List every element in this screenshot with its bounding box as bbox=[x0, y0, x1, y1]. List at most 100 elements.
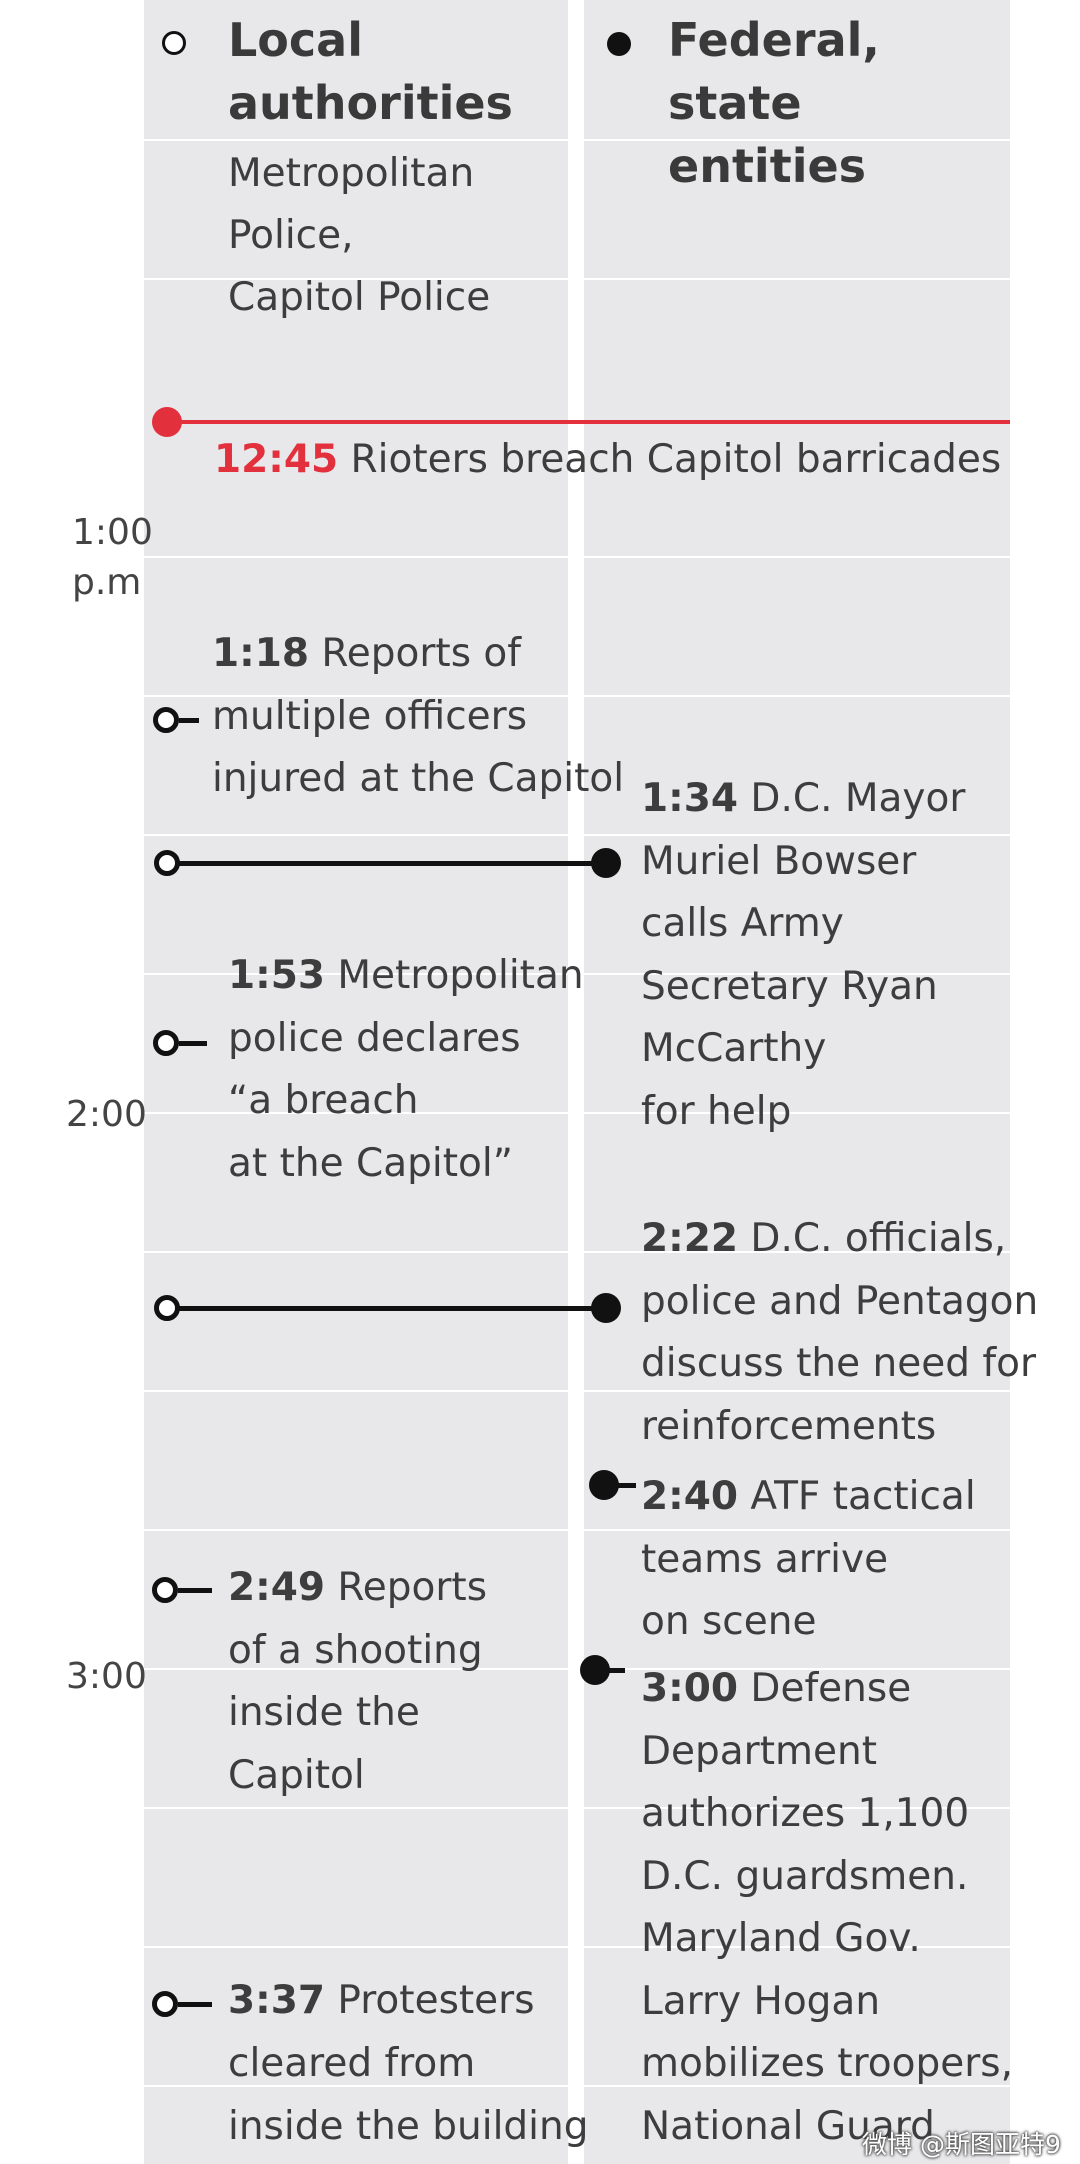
gridline bbox=[584, 2085, 1010, 2087]
connector-line-134 bbox=[178, 861, 608, 866]
gridline bbox=[584, 139, 1010, 141]
gridline bbox=[144, 1946, 568, 1948]
event-240-line3: on scene bbox=[641, 1599, 817, 1644]
event-337-line1: 3:37 Protesters bbox=[228, 1970, 535, 2032]
event-134-time: 1:34 bbox=[641, 776, 739, 821]
event-240-line1: 2:40 ATF tactical bbox=[641, 1466, 976, 1528]
open-circle-icon bbox=[153, 707, 179, 733]
gridline bbox=[144, 834, 568, 836]
event-249-line1: 2:49 Reports bbox=[228, 1557, 487, 1619]
event-1245-text: Rioters breach Capitol barricades bbox=[338, 437, 1002, 482]
open-circle-icon bbox=[154, 1295, 180, 1321]
event-337-text1: Protesters bbox=[325, 1978, 535, 2023]
gridline bbox=[144, 973, 568, 975]
event-222-line2: police and Pentagon bbox=[641, 1279, 1039, 1324]
gridline bbox=[584, 278, 1010, 280]
event-118-time: 1:18 bbox=[212, 631, 310, 676]
event-1245: 12:45 Rioters breach Capitol barricades bbox=[214, 429, 1001, 491]
gridline bbox=[584, 1807, 1010, 1809]
event-134-line5: McCarthy bbox=[641, 1026, 827, 1071]
event-300-line3: authorizes 1,100 bbox=[641, 1791, 970, 1836]
event-134-line3: calls Army bbox=[641, 901, 844, 946]
event-337-line3: inside the building bbox=[228, 2104, 589, 2149]
event-153-line4: at the Capitol” bbox=[228, 1141, 513, 1186]
federal-header-line2: state bbox=[668, 76, 802, 130]
tick-line bbox=[178, 1588, 212, 1593]
event-134-line2: Muriel Bowser bbox=[641, 839, 917, 884]
event-222-line3: discuss the need for bbox=[641, 1341, 1036, 1386]
event-134-text1: D.C. Mayor bbox=[738, 776, 966, 821]
gridline bbox=[144, 2085, 568, 2087]
event-300-line6: Larry Hogan bbox=[641, 1979, 881, 2024]
event-249-time: 2:49 bbox=[228, 1565, 326, 1610]
axis-label-2pm: 2:00 bbox=[66, 1094, 147, 1135]
local-header-line2: authorities bbox=[228, 76, 513, 130]
event-118-text1: Reports of bbox=[309, 631, 522, 676]
gridline bbox=[584, 1946, 1010, 1948]
tick-line bbox=[614, 1483, 636, 1488]
filled-circle-legend-icon bbox=[607, 32, 631, 56]
local-column bbox=[144, 0, 568, 2164]
event-300-line1: 3:00 Defense bbox=[641, 1658, 911, 1720]
event-300-line2: Department bbox=[641, 1729, 877, 1774]
event-118-line2: multiple officers bbox=[212, 694, 528, 739]
gridline bbox=[144, 1668, 568, 1670]
gridline bbox=[144, 1529, 568, 1531]
tick-line bbox=[179, 1041, 207, 1046]
local-subheader-line1: Metropolitan bbox=[228, 151, 475, 196]
event-153-time: 1:53 bbox=[228, 953, 326, 998]
gridline bbox=[144, 139, 568, 141]
open-circle-icon bbox=[153, 1030, 179, 1056]
event-153-line1: 1:53 Metropolitan bbox=[228, 945, 584, 1007]
local-subheader-line3: Capitol Police bbox=[228, 275, 491, 320]
event-118-line1: 1:18 Reports of bbox=[212, 623, 521, 685]
event-249-text1: Reports bbox=[325, 1565, 488, 1610]
gridline bbox=[584, 1668, 1010, 1670]
event-240-text1: ATF tactical bbox=[738, 1474, 976, 1519]
filled-circle-icon bbox=[591, 848, 621, 878]
event-1245-time: 12:45 bbox=[214, 437, 339, 482]
event-222-line1: 2:22 D.C. officials, bbox=[641, 1208, 1006, 1270]
event-153-text1: Metropolitan bbox=[325, 953, 584, 998]
local-header-line1: Local bbox=[228, 13, 363, 67]
gridline bbox=[584, 1529, 1010, 1531]
event-134-line6: for help bbox=[641, 1089, 792, 1134]
event-300-line4: D.C. guardsmen. bbox=[641, 1854, 969, 1899]
open-circle-icon bbox=[152, 1577, 178, 1603]
event-118-line3: injured at the Capitol bbox=[212, 756, 625, 801]
gridline bbox=[144, 556, 568, 558]
event-153-line2: police declares bbox=[228, 1016, 521, 1061]
event-300-time: 3:00 bbox=[641, 1666, 739, 1711]
event-134-line4: Secretary Ryan bbox=[641, 964, 938, 1009]
local-subheader-line2: Police, bbox=[228, 213, 354, 258]
filled-circle-icon bbox=[591, 1293, 621, 1323]
event-153-line3: “a breach bbox=[228, 1078, 419, 1123]
connector-line-222 bbox=[178, 1306, 608, 1311]
event-240-line2: teams arrive bbox=[641, 1537, 889, 1582]
open-circle-icon bbox=[152, 1991, 178, 2017]
federal-column bbox=[584, 0, 1010, 2164]
event-300-line5: Maryland Gov. bbox=[641, 1916, 921, 1961]
event-249-line2: of a shooting bbox=[228, 1628, 483, 1673]
gridline bbox=[144, 695, 568, 697]
gridline bbox=[144, 1390, 568, 1392]
event-249-line3: inside the bbox=[228, 1690, 420, 1735]
axis-label-1pm: 1:00 bbox=[72, 512, 153, 553]
event-337-line2: cleared from bbox=[228, 2041, 476, 2086]
tick-line bbox=[178, 2002, 212, 2007]
event-337-time: 3:37 bbox=[228, 1978, 326, 2023]
red-marker-line bbox=[166, 420, 1010, 424]
event-134-line1: 1:34 D.C. Mayor bbox=[641, 768, 965, 830]
gridline bbox=[144, 1112, 568, 1114]
federal-header-line1: Federal, bbox=[668, 13, 880, 67]
federal-header-line3: entities bbox=[668, 139, 867, 193]
tick-line bbox=[179, 718, 199, 723]
event-222-line4: reinforcements bbox=[641, 1404, 937, 1449]
gridline bbox=[144, 1251, 568, 1253]
event-249-line4: Capitol bbox=[228, 1753, 365, 1798]
axis-label-3pm: 3:00 bbox=[66, 1656, 147, 1697]
gridline bbox=[584, 695, 1010, 697]
gridline bbox=[584, 1112, 1010, 1114]
event-300-line8: National Guard bbox=[641, 2104, 935, 2149]
